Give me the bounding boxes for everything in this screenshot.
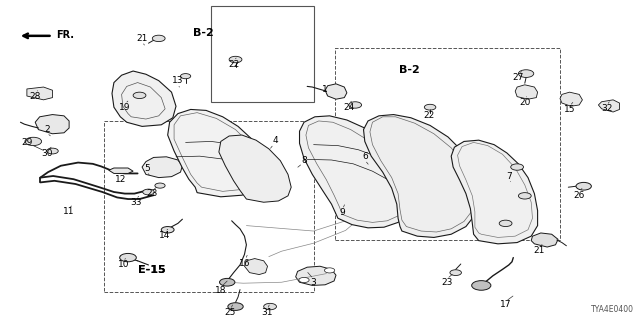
Circle shape <box>220 278 235 286</box>
Circle shape <box>143 189 154 195</box>
Text: 19: 19 <box>119 103 131 112</box>
Text: 10: 10 <box>118 260 129 269</box>
Text: 20: 20 <box>519 98 531 107</box>
Bar <box>335 48 560 240</box>
Circle shape <box>576 182 591 190</box>
Text: 21: 21 <box>534 246 545 255</box>
Text: 5: 5 <box>145 164 150 172</box>
Circle shape <box>472 281 491 290</box>
Text: 17: 17 <box>500 300 511 309</box>
Circle shape <box>299 277 309 283</box>
Text: TYA4E0400: TYA4E0400 <box>591 305 634 314</box>
Text: 7: 7 <box>506 172 511 180</box>
Text: 11: 11 <box>63 207 74 216</box>
Circle shape <box>120 253 136 262</box>
Circle shape <box>349 102 362 108</box>
Circle shape <box>133 92 146 99</box>
Circle shape <box>47 148 58 154</box>
Text: 28: 28 <box>29 92 41 100</box>
Circle shape <box>450 270 461 276</box>
Polygon shape <box>244 259 268 275</box>
Text: 2: 2 <box>44 125 49 134</box>
Text: B-2: B-2 <box>399 65 420 75</box>
Text: E-15: E-15 <box>138 265 166 276</box>
Text: 22: 22 <box>423 111 435 120</box>
Polygon shape <box>515 85 538 99</box>
Bar <box>104 121 314 292</box>
Text: 6: 6 <box>362 152 367 161</box>
Polygon shape <box>219 135 291 202</box>
Polygon shape <box>364 115 479 237</box>
Polygon shape <box>560 92 582 106</box>
Circle shape <box>518 193 531 199</box>
Text: 12: 12 <box>115 175 126 184</box>
Circle shape <box>264 303 276 310</box>
Text: 26: 26 <box>573 191 585 200</box>
Circle shape <box>25 137 42 146</box>
Text: 32: 32 <box>601 104 612 113</box>
Polygon shape <box>109 168 133 173</box>
Polygon shape <box>142 157 182 178</box>
Polygon shape <box>296 266 336 285</box>
Text: 14: 14 <box>159 231 171 240</box>
Polygon shape <box>531 233 558 247</box>
Text: 1: 1 <box>323 85 328 94</box>
Text: 9: 9 <box>340 208 345 217</box>
Polygon shape <box>300 116 413 228</box>
Polygon shape <box>451 140 538 244</box>
Polygon shape <box>35 115 69 134</box>
Circle shape <box>518 70 534 77</box>
Circle shape <box>228 303 243 310</box>
Circle shape <box>152 35 165 42</box>
Circle shape <box>180 74 191 79</box>
Circle shape <box>155 183 165 188</box>
Circle shape <box>424 104 436 110</box>
Circle shape <box>324 268 335 273</box>
Text: E-15: E-15 <box>138 265 166 276</box>
Polygon shape <box>325 84 347 99</box>
Text: 16: 16 <box>239 259 251 268</box>
Polygon shape <box>112 71 176 126</box>
Text: 18: 18 <box>215 286 227 295</box>
Circle shape <box>511 164 524 170</box>
Text: FR.: FR. <box>56 30 74 40</box>
Text: 27: 27 <box>513 73 524 82</box>
Text: 15: 15 <box>564 105 575 114</box>
Text: 31: 31 <box>262 308 273 317</box>
Polygon shape <box>27 87 52 100</box>
Polygon shape <box>598 100 620 112</box>
Text: 3: 3 <box>311 278 316 287</box>
Polygon shape <box>168 109 266 197</box>
Text: 4: 4 <box>273 136 278 145</box>
Circle shape <box>499 220 512 227</box>
Text: 22: 22 <box>228 60 239 68</box>
Text: 23: 23 <box>441 278 452 287</box>
Circle shape <box>229 56 242 63</box>
Text: B-2: B-2 <box>193 28 214 38</box>
Circle shape <box>161 227 174 233</box>
Text: 23: 23 <box>147 189 158 198</box>
Text: 33: 33 <box>130 198 141 207</box>
Text: 8: 8 <box>301 156 307 164</box>
Text: 24: 24 <box>343 103 355 112</box>
Text: 29: 29 <box>22 138 33 147</box>
Text: 25: 25 <box>225 308 236 317</box>
Text: 13: 13 <box>172 76 184 85</box>
Text: 30: 30 <box>41 149 52 158</box>
Bar <box>211 6 314 102</box>
Text: 21: 21 <box>136 34 148 43</box>
